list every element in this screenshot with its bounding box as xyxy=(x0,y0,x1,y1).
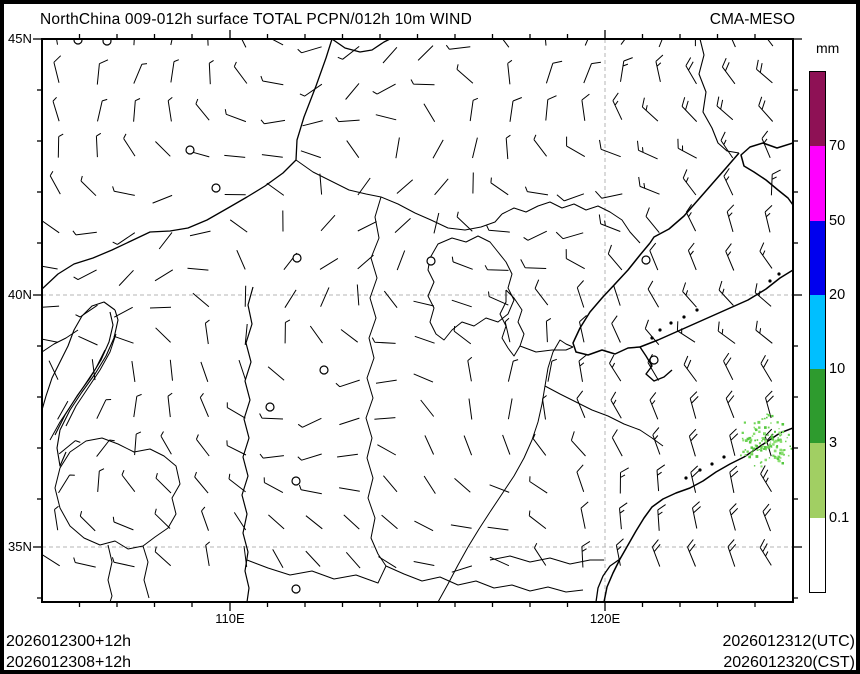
tianjin-boundary-path xyxy=(499,289,525,357)
ordos-braid-4-path xyxy=(49,349,106,441)
yellow-river-delta-path xyxy=(639,346,673,382)
colorbar-label-3: 3 xyxy=(829,435,838,452)
shaanxi-tail-1-path xyxy=(107,544,113,602)
shandong-jiangsu-border-path xyxy=(489,555,604,565)
colorbar-label-20: 20 xyxy=(829,286,846,303)
bohai-west-coast-path xyxy=(572,242,651,356)
beijing-boundary-path xyxy=(427,235,515,341)
liaoning-west-coast-path xyxy=(649,152,740,244)
x-tick-label-110e: 110E xyxy=(215,611,245,626)
henan-shandong-diag-path xyxy=(437,511,491,602)
latlon-gridlines xyxy=(42,39,793,602)
wind-barbs xyxy=(42,39,781,573)
figure-title: NorthChina 009-012h surface TOTAL PCPN/0… xyxy=(40,11,472,28)
axis-ticks xyxy=(33,30,802,611)
shandong-north-coast-path xyxy=(639,269,793,348)
ordos-river-south-path xyxy=(56,429,67,467)
map-inner xyxy=(42,39,793,602)
colorbar-label-70: 70 xyxy=(829,138,846,155)
mongolia-border-ne-path xyxy=(331,39,391,53)
shanxi-hebei-border-path xyxy=(365,196,387,567)
calm-wind-circles xyxy=(73,39,659,594)
footer-valid-time-utc: 2026012312(UTC) xyxy=(722,633,855,650)
y-tick-label-40n: 40N xyxy=(8,287,32,302)
colorbar-label-10: 10 xyxy=(829,361,846,378)
colorbar-segment-6 xyxy=(810,517,825,592)
shaanxi-loop-path xyxy=(54,437,181,550)
liaodong-coast-path xyxy=(740,142,793,206)
jiangsu-coast-path xyxy=(595,558,621,602)
x-tick-label-120e: 120E xyxy=(589,611,621,626)
northeast-boundary-path xyxy=(698,39,740,154)
colorbar-segment-5 xyxy=(810,443,825,518)
colorbar-segment-0 xyxy=(810,72,825,147)
mongolia-border-path xyxy=(42,39,333,290)
y-tick-label-45n: 45N xyxy=(8,31,32,46)
plot-border xyxy=(41,38,794,603)
ordos-braid-1-path xyxy=(59,309,119,431)
qinhuangdao-boundary-path xyxy=(501,201,641,244)
yellow-river-shanxi-path xyxy=(241,286,254,602)
tianjin-coast-link-path xyxy=(519,345,574,353)
colorbar-label-0.1: 0.1 xyxy=(829,509,850,526)
colorbar-segment-1 xyxy=(810,146,825,221)
colorbar-segment-4 xyxy=(810,369,825,444)
henan-boundary-1-path xyxy=(246,559,387,584)
colorbar-label-50: 50 xyxy=(829,212,846,229)
shaanxi-tail-2-path xyxy=(142,545,150,599)
ordos-loop-top-path xyxy=(42,301,116,411)
precip-area-light-rain xyxy=(740,413,793,468)
y-tick-label-35n: 35N xyxy=(8,539,32,554)
colorbar xyxy=(809,71,826,593)
henan-boundary-2-path xyxy=(385,565,584,593)
footer-init-time-utc: 2026012300+12h xyxy=(6,633,132,650)
colorbar-segment-2 xyxy=(810,220,825,295)
hebei-north-boundary-path xyxy=(295,159,503,231)
ordos-west-link-path xyxy=(42,329,79,353)
footer-valid-time-cst: 2026012320(CST) xyxy=(723,654,855,671)
colorbar-segment-3 xyxy=(810,294,825,370)
hebei-shandong-border-path xyxy=(489,339,574,513)
island-dots xyxy=(650,272,781,480)
geography-boundaries xyxy=(42,39,793,602)
colorbar-unit-label: mm xyxy=(816,40,840,56)
jiaolai-boundary-path xyxy=(544,385,664,447)
model-name: CMA-MESO xyxy=(709,11,795,28)
footer-init-time-cst: 2026012308+12h xyxy=(6,654,132,671)
ordos-braid-3-path xyxy=(65,333,117,427)
